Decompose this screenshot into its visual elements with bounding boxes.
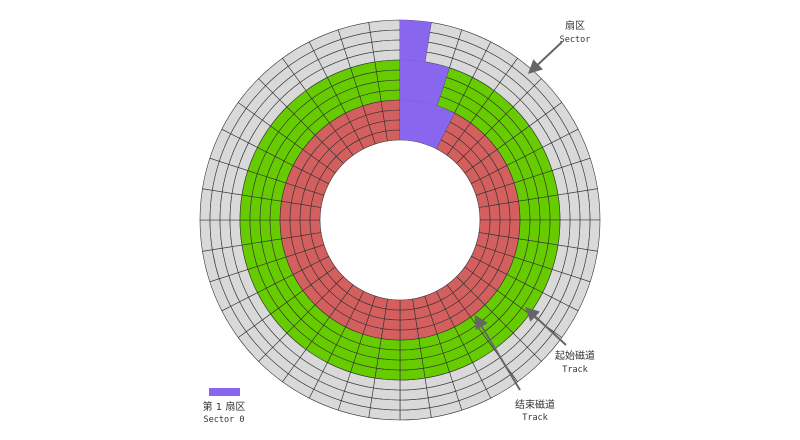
first-sector-segment: [400, 100, 455, 149]
sector-cell: [279, 219, 292, 240]
sector-label-en: Sector: [560, 35, 591, 45]
sector-cell: [399, 328, 420, 341]
disk-platter: [199, 19, 601, 421]
sector-cell: [478, 219, 491, 235]
sector-cell: [380, 99, 401, 112]
sector-arrow: [527, 41, 563, 74]
sector-cell: [384, 119, 401, 132]
sector-label-cn: 扇区: [565, 19, 585, 32]
first-sector-segment: [400, 20, 432, 62]
sector-cell: [299, 204, 312, 221]
sector-cell: [279, 200, 292, 221]
start-track-arrow: [524, 307, 567, 346]
sector-annotation: 扇区 Sector: [527, 19, 591, 74]
sector-cell: [399, 308, 416, 321]
first-sector-segment: [400, 60, 450, 106]
start-track-label-en: Track: [562, 365, 588, 375]
legend-label-en: Sector 0: [204, 415, 245, 425]
end-track-label-cn: 结束磁道: [515, 398, 555, 411]
sector-cell: [382, 318, 401, 331]
sector-cell: [399, 298, 415, 311]
sector-cell: [498, 202, 511, 221]
legend-swatch: [209, 388, 240, 396]
sector-cell: [399, 318, 418, 331]
sector-cell: [309, 205, 322, 221]
sector-cell: [380, 328, 401, 341]
end-track-arrow: [474, 314, 521, 391]
end-track-label-en: Track: [522, 413, 548, 423]
sector-cell: [488, 204, 501, 221]
sector-cell: [299, 219, 312, 236]
legend: 第 1 扇区 Sector 0: [203, 388, 246, 425]
end-track-annotation: 结束磁道 Track: [474, 314, 555, 423]
sector-cell: [385, 129, 401, 142]
legend-label-cn: 第 1 扇区: [203, 400, 246, 413]
sector-cell: [478, 205, 491, 221]
sector-cell: [309, 219, 322, 235]
start-track-label-cn: 起始磁道: [555, 349, 595, 362]
sector-cell: [385, 298, 401, 311]
start-track-annotation: 起始磁道 Track: [524, 307, 595, 375]
sector-cell: [498, 219, 511, 238]
sector-cell: [382, 109, 401, 122]
first-sector-highlight: [400, 20, 455, 149]
sector-cell: [508, 200, 521, 221]
sector-cell: [289, 202, 302, 221]
sector-cell: [508, 219, 521, 240]
sector-cell: [289, 219, 302, 238]
sector-cell: [488, 219, 501, 236]
sector-cell: [384, 308, 401, 321]
